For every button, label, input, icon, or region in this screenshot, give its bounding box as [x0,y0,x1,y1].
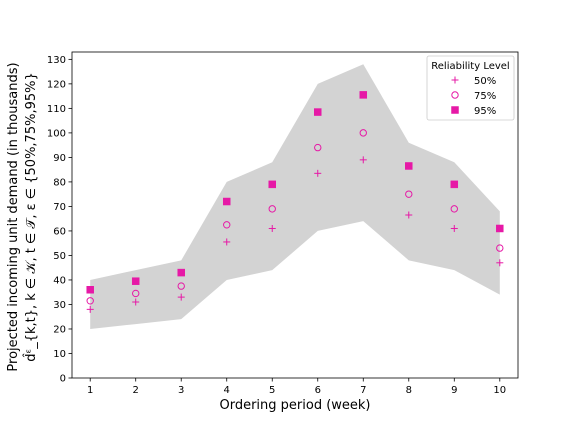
point-50pct [496,259,504,267]
point-95pct [177,268,185,277]
point-50pct [359,156,367,164]
plot-frame [71,51,519,379]
point-95pct [314,108,322,116]
point-50pct [405,211,413,219]
point-75pct [223,221,231,229]
point-75pct [450,205,458,213]
axes [71,51,519,379]
confidence-band-layer [90,64,500,329]
legend-label-95pct: 95% [474,106,496,117]
point-95pct [450,180,459,189]
point-95pct [131,277,140,285]
series-95pct [86,91,504,294]
x-tick-label: 9 [451,385,457,396]
point-75pct [86,297,94,305]
reliability-band [90,64,500,329]
x-tick-label: 10 [493,385,506,396]
ticks: 0 10 20 30 40 50 60 70 80 90 100 110 120 130 1 2 3 4 5 6 7 8 9… [47,55,506,396]
point-50pct [314,169,322,177]
markers-layer [86,91,504,313]
y-tick-label: 50 [53,251,66,262]
point-75pct [177,282,185,290]
y-tick-label: 100 [47,128,66,139]
y-axis-title-line2: d̂ᵋ_{k,t}, k ∈ 𝒦, t ∈ 𝒯, ε ∈ {50%,75%,95… [24,72,39,361]
legend: Reliability Level 50% 75% 95% [426,55,515,121]
y-tick-label: 30 [53,300,66,311]
point-75pct [359,129,367,137]
point-50pct [223,238,231,246]
y-tick-label: 40 [53,275,66,286]
y-tick-label: 0 [60,374,66,385]
legend-box [426,55,515,121]
point-95pct [268,180,276,189]
y-axis-title-line1: Projected incoming unit demand (in thous… [6,62,21,371]
point-50pct [268,224,276,232]
y-tick-label: 10 [53,349,66,360]
x-tick-label: 1 [87,385,93,396]
legend-marker-75pct [451,91,459,99]
legend-title: Reliability Level [431,61,509,72]
y-tick-label: 120 [47,79,66,90]
legend-label-50pct: 50% [474,76,496,87]
x-tick-label: 7 [360,385,366,396]
x-axis-title: Ordering period (week) [219,398,370,413]
point-95pct [405,162,413,170]
y-tick-label: 70 [53,202,66,213]
point-95pct [222,197,231,206]
x-tick-label: 3 [178,385,184,396]
series-75pct [86,129,504,305]
x-tick-label: 5 [269,385,275,396]
y-tick-label: 110 [47,104,66,115]
point-50pct [450,224,458,232]
point-95pct [86,286,94,294]
point-75pct [405,190,413,198]
point-95pct [496,224,504,233]
point-50pct [177,293,185,301]
series-50pct [86,156,504,313]
point-75pct [132,289,140,298]
point-75pct [496,244,504,252]
x-tick-label: 4 [224,385,230,396]
point-50pct [86,305,94,313]
point-75pct [314,143,322,152]
legend-marker-95pct [451,106,459,114]
x-tick-label: 2 [133,385,139,396]
legend-label-75pct: 75% [474,91,496,102]
x-tick-label: 6 [315,385,321,396]
y-tick-label: 80 [53,177,66,188]
point-75pct [268,205,276,213]
y-tick-label: 130 [47,55,66,66]
x-tick-label: 8 [406,385,412,396]
point-50pct [132,298,140,306]
point-95pct [359,91,368,99]
y-tick-label: 60 [53,226,66,237]
y-tick-label: 90 [53,153,66,164]
legend-marker-50pct [451,76,459,84]
y-tick-label: 20 [53,324,66,335]
